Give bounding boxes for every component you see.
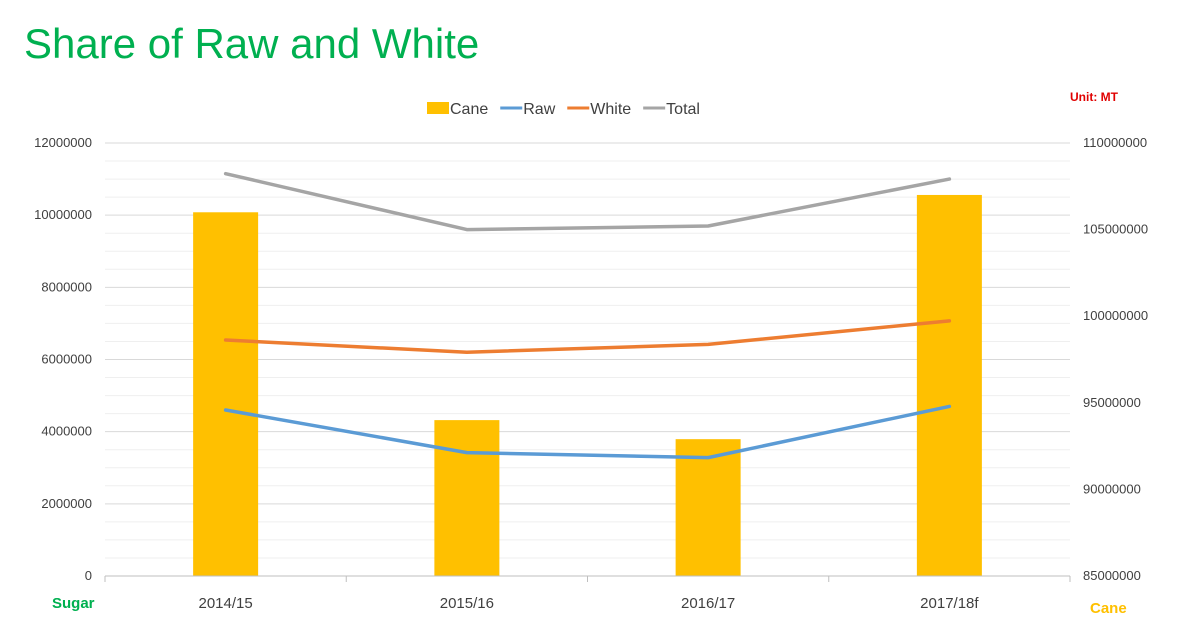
legend-label-raw: Raw <box>523 101 555 118</box>
right-axis-label: Cane <box>1090 600 1127 617</box>
left-axis-label: Sugar <box>52 595 95 612</box>
bar-cane-2 <box>675 439 741 576</box>
line-total <box>223 171 952 232</box>
x-tick-label: 2015/16 <box>440 595 494 612</box>
chart-title: Share of Raw and White <box>24 20 480 67</box>
left-tick-label: 6000000 <box>41 352 92 367</box>
left-tick-label: 0 <box>85 568 92 583</box>
legend: Cane Raw White Total <box>427 101 700 118</box>
unit-label: Unit: MT <box>1070 90 1118 104</box>
bar-cane-0 <box>193 212 259 576</box>
right-tick-label: 95000000 <box>1083 395 1141 410</box>
left-tick-label: 4000000 <box>41 424 92 439</box>
left-tick-label: 2000000 <box>41 496 92 511</box>
right-tick-label: 85000000 <box>1083 568 1141 583</box>
legend-label-cane: Cane <box>450 101 488 118</box>
legend-label-white: White <box>590 101 631 118</box>
cane-bars <box>193 194 982 576</box>
line-white <box>223 319 952 355</box>
x-tick-label: 2014/15 <box>199 595 253 612</box>
left-tick-label: 10000000 <box>34 207 92 222</box>
x-axis: 2014/15 2015/16 2016/17 2017/18f <box>104 575 1071 612</box>
left-axis-ticks: 0 2000000 4000000 6000000 8000000 10000000 120… <box>34 135 92 583</box>
right-tick-label: 110000000 <box>1083 135 1147 150</box>
left-tick-label: 12000000 <box>34 135 92 150</box>
right-tick-label: 90000000 <box>1083 481 1141 496</box>
bar-cane-3 <box>916 194 982 576</box>
sugar-lines <box>223 171 952 460</box>
right-axis-ticks: 85000000 90000000 95000000 100000000 1050000… <box>1083 135 1148 583</box>
right-tick-label: 105000000 <box>1083 222 1148 237</box>
x-tick-label: 2016/17 <box>681 595 735 612</box>
right-tick-label: 100000000 <box>1083 308 1148 323</box>
x-tick-label: 2017/18f <box>920 595 979 612</box>
legend-swatch-cane <box>427 102 449 114</box>
left-tick-label: 8000000 <box>41 279 92 294</box>
bar-cane-1 <box>434 420 500 576</box>
legend-label-total: Total <box>666 101 700 118</box>
line-raw <box>223 404 952 460</box>
